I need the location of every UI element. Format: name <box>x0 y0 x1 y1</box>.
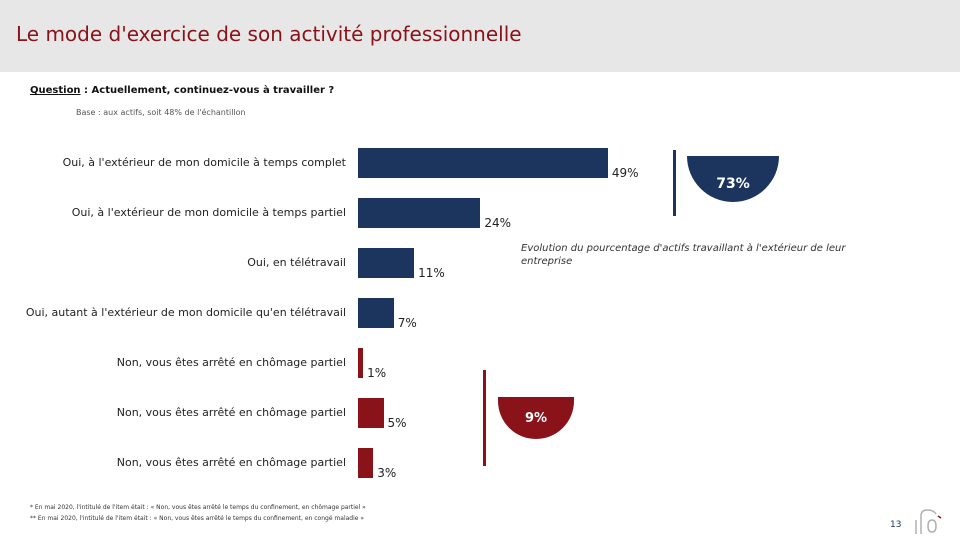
value-label: 7% <box>397 316 417 330</box>
yes-bracket <box>673 150 676 216</box>
ifop-logo-icon <box>915 509 942 534</box>
bar <box>358 148 608 178</box>
bar <box>358 348 364 378</box>
category-label: Oui, à l'extérieur de mon domicile à tem… <box>71 206 346 219</box>
category-label: Oui, en télétravail <box>247 256 346 269</box>
value-label: 24% <box>484 216 512 230</box>
page-title: Le mode d'exercice de son activité profe… <box>16 22 522 46</box>
category-label: Oui, à l'extérieur de mon domicile à tem… <box>62 156 346 169</box>
bar <box>358 248 415 278</box>
category-label: Non, vous êtes arrêté en chômage partiel <box>116 406 346 419</box>
footnote-2: ** En mai 2020, l'intitulé de l'item éta… <box>30 515 365 522</box>
value-label: 49% <box>611 166 639 180</box>
evolution-note: Evolution du pourcentage d'actifs travai… <box>521 243 846 267</box>
category-label: Non, vous êtes arrêté en chômage partiel <box>116 356 346 369</box>
base-note: Base : aux actifs, soit 48% de l'échanti… <box>76 108 246 117</box>
question: Question : Actuellement, continuez-vous … <box>30 85 334 96</box>
page-number: 13 <box>890 520 902 530</box>
bar <box>358 398 384 428</box>
value-label: 3% <box>377 466 397 480</box>
bar <box>358 198 481 228</box>
title-bar: Le mode d'exercice de son activité profe… <box>0 0 960 72</box>
category-label: Oui, autant à l'extérieur de mon domicil… <box>25 306 346 319</box>
bar <box>358 448 374 478</box>
category-label: Non, vous êtes arrêté en chômage partiel <box>116 456 346 469</box>
value-label: 11% <box>418 266 445 280</box>
bar <box>358 298 394 328</box>
question-label: Question <box>30 85 81 96</box>
question-text: : Actuellement, continuez-vous à travail… <box>80 85 335 96</box>
bar-chart: Oui, à l'extérieur de mon domicile à tem… <box>0 130 960 490</box>
value-label: 5% <box>387 416 407 430</box>
value-label: 1% <box>367 366 387 380</box>
no-bracket <box>483 370 486 466</box>
footnote-1: * En mai 2020, l'intitulé de l'item étai… <box>30 504 366 511</box>
